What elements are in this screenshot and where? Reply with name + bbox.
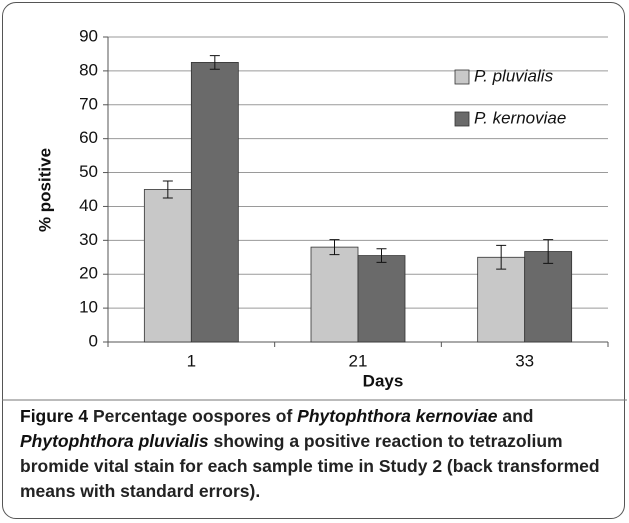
bar xyxy=(524,251,573,343)
error-bar xyxy=(543,239,554,264)
frame xyxy=(2,2,625,519)
x-tick-label: 33 xyxy=(515,351,534,370)
caption-part: and xyxy=(497,406,534,426)
legend-label: P. pluvialis xyxy=(474,66,554,85)
bar xyxy=(190,62,239,343)
bar xyxy=(357,255,406,343)
error-bar xyxy=(209,55,220,70)
caption-part: Phytophthora pluvialis xyxy=(20,431,209,451)
y-tick-label: 90 xyxy=(79,26,98,45)
y-tick-label: 0 xyxy=(89,331,98,350)
y-axis-title: % positive xyxy=(35,148,54,232)
x-axis-title: Days xyxy=(363,371,404,390)
caption: Figure 4 Percentage oospores of Phytopht… xyxy=(20,404,615,504)
error-bar xyxy=(496,244,507,270)
legend-swatch xyxy=(454,69,470,85)
y-tick-label: 50 xyxy=(79,162,98,181)
error-bar xyxy=(376,248,387,263)
legend-swatch xyxy=(454,111,470,127)
error-bar xyxy=(329,239,340,256)
bar xyxy=(477,256,526,343)
error-bar xyxy=(162,180,173,199)
y-tick-label: 70 xyxy=(79,94,98,113)
caption-part: Percentage oospores of xyxy=(88,406,298,426)
y-tick-label: 10 xyxy=(79,298,98,317)
y-tick-label: 40 xyxy=(79,196,98,215)
y-tick-label: 80 xyxy=(79,60,98,79)
caption-part: Figure 4 xyxy=(20,406,89,426)
bar xyxy=(310,246,359,343)
bar xyxy=(143,189,192,343)
legend-label: P. kernoviae xyxy=(474,108,566,127)
y-tick-label: 30 xyxy=(79,230,98,249)
y-tick-label: 20 xyxy=(79,264,98,283)
y-tick-label: 60 xyxy=(79,128,98,147)
caption-part: showing a positive reaction to tetrazoli… xyxy=(20,431,600,501)
x-tick-label: 1 xyxy=(187,351,196,370)
caption-part: Phytophthora kernoviae xyxy=(297,406,498,426)
x-tick-label: 21 xyxy=(349,351,368,370)
